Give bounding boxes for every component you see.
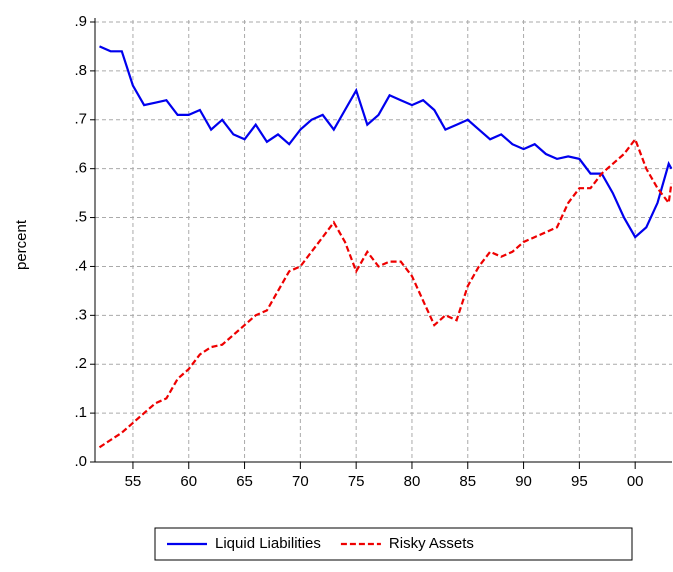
x-tick-label: 70 xyxy=(292,473,309,490)
y-tick-label: .8 xyxy=(74,62,87,79)
legend-box xyxy=(154,527,633,561)
x-tick-label: 00 xyxy=(627,473,644,490)
y-tick-label: .4 xyxy=(74,257,87,274)
y-axis-label: percent xyxy=(13,219,30,270)
x-tick-label: 95 xyxy=(571,473,588,490)
x-tick-label: 85 xyxy=(459,473,476,490)
x-tick-label: 75 xyxy=(348,473,365,490)
series-line xyxy=(99,45,673,239)
y-tick-label: .6 xyxy=(74,160,87,177)
x-tick-label: 90 xyxy=(515,473,532,490)
y-tick-label: .3 xyxy=(74,306,87,323)
y-tick-label: .5 xyxy=(74,209,87,226)
x-tick-label: 65 xyxy=(236,473,253,490)
legend-label: Liquid Liabilities xyxy=(215,535,321,552)
x-tick-label: 60 xyxy=(180,473,197,490)
x-tick-label: 55 xyxy=(125,473,142,490)
y-tick-label: .2 xyxy=(74,355,87,372)
y-tick-label: .9 xyxy=(74,13,87,30)
legend-label: Risky Assets xyxy=(389,535,474,552)
y-tick-label: .1 xyxy=(74,404,87,421)
y-tick-label: .0 xyxy=(74,453,87,470)
x-tick-label: 80 xyxy=(404,473,421,490)
y-tick-label: .7 xyxy=(74,111,87,128)
series-line xyxy=(98,137,673,449)
